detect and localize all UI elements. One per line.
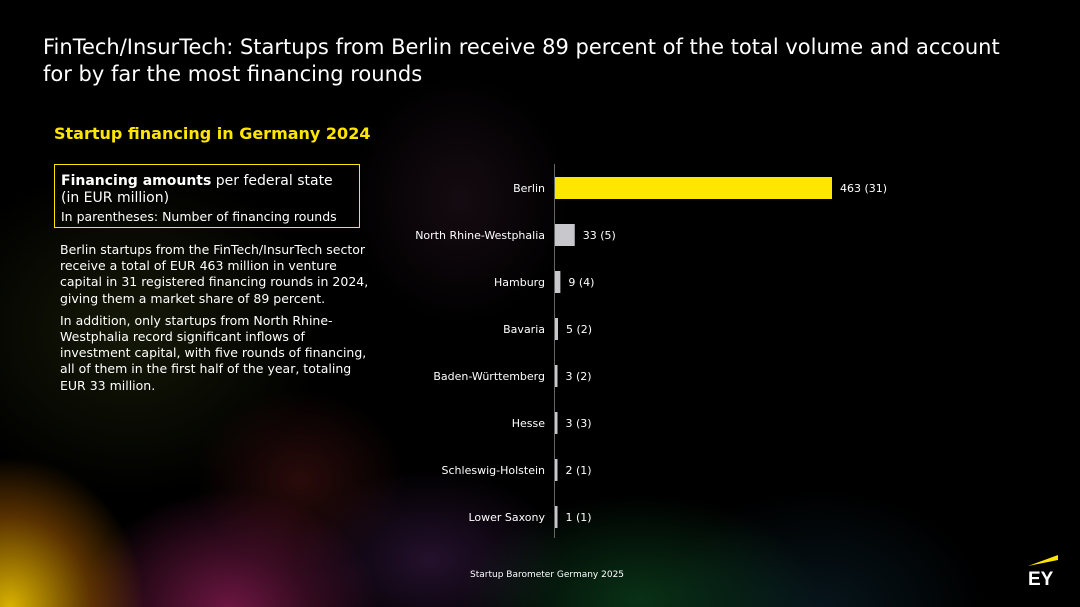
bar-2 bbox=[555, 271, 561, 293]
category-label-4: Baden-Württemberg bbox=[433, 370, 545, 383]
page-title: FinTech/InsurTech: Startups from Berlin … bbox=[43, 35, 1000, 86]
category-label-1: North Rhine-Westphalia bbox=[415, 229, 545, 242]
bar-6 bbox=[555, 459, 558, 481]
legend-bold: Financing amounts bbox=[61, 173, 212, 189]
value-label-5: 3 (3) bbox=[566, 417, 592, 430]
chart-subtitle: Startup financing in Germany 2024 bbox=[54, 124, 371, 143]
legend-rest: per federal state bbox=[211, 173, 333, 189]
category-label-7: Lower Saxony bbox=[468, 511, 545, 524]
category-label-0: Berlin bbox=[513, 182, 545, 195]
bar-5 bbox=[555, 412, 558, 434]
value-label-3: 5 (2) bbox=[566, 323, 592, 336]
category-label-2: Hamburg bbox=[494, 276, 545, 289]
source-note: Startup Barometer Germany 2025 bbox=[470, 570, 625, 580]
bar-4 bbox=[555, 365, 558, 387]
value-label-2: 9 (4) bbox=[568, 276, 594, 289]
description-paragraph-2: In addition, only startups from North Rh… bbox=[60, 312, 367, 393]
category-label-5: Hesse bbox=[512, 417, 546, 430]
ey-logo-text: EY bbox=[1028, 569, 1054, 588]
ey-logo: EY bbox=[1028, 555, 1058, 588]
value-label-1: 33 (5) bbox=[583, 229, 616, 242]
legend-note: In parentheses: Number of financing roun… bbox=[61, 209, 337, 224]
category-label-6: Schleswig-Holstein bbox=[442, 464, 545, 477]
legend-box: Financing amounts per federal state (in … bbox=[54, 164, 360, 228]
legend-heading: Financing amounts per federal state bbox=[61, 173, 359, 190]
value-label-7: 1 (1) bbox=[566, 511, 592, 524]
description: Berlin startups from the FinTech/InsurTe… bbox=[60, 242, 370, 400]
value-label-4: 3 (2) bbox=[566, 370, 592, 383]
bar-3 bbox=[555, 318, 558, 340]
value-label-6: 2 (1) bbox=[566, 464, 592, 477]
category-label-3: Bavaria bbox=[503, 323, 545, 336]
description-paragraph-1: Berlin startups from the FinTech/InsurTe… bbox=[60, 242, 369, 306]
value-label-0: 463 (31) bbox=[840, 182, 887, 195]
bar-7 bbox=[555, 506, 558, 528]
legend-unit: (in EUR million) bbox=[61, 190, 170, 206]
bar-1 bbox=[555, 224, 575, 246]
bar-0 bbox=[555, 177, 832, 199]
